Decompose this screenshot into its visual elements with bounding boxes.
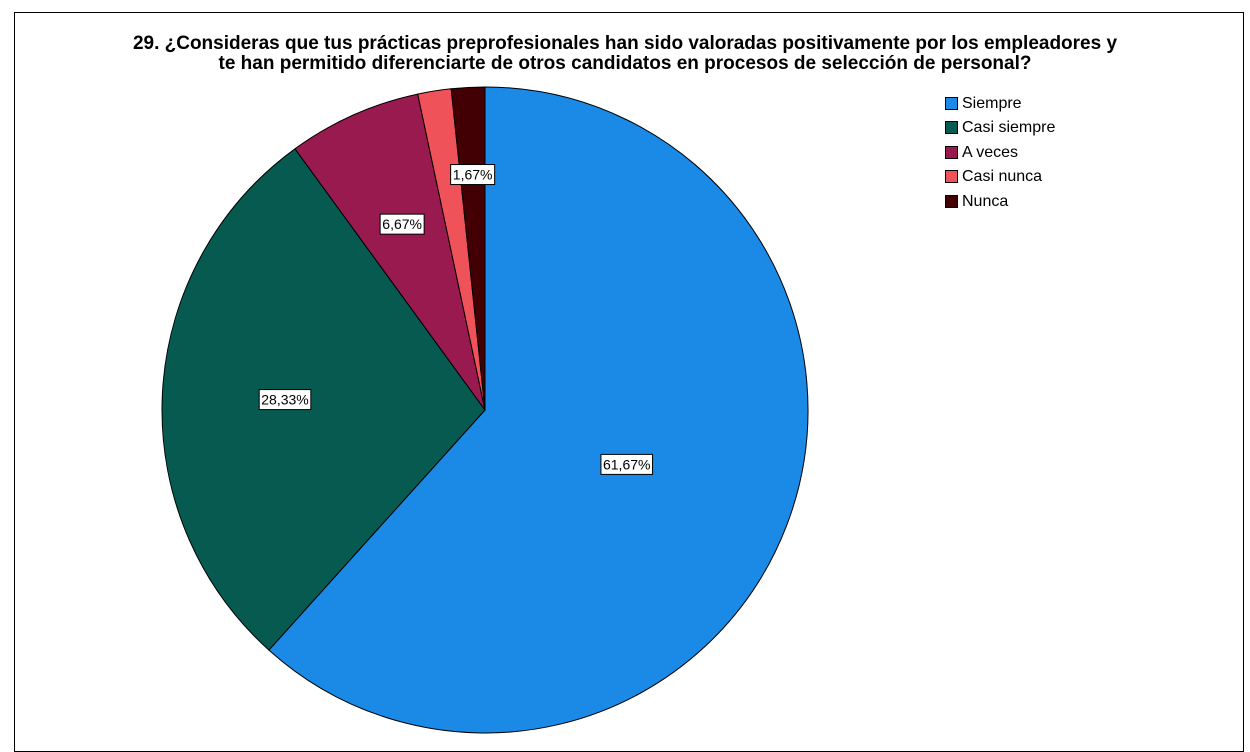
chart-title-line-2: te han permitido diferenciarte de otros … [218, 53, 1032, 74]
data-label-nunca: 1,67% [450, 164, 496, 186]
legend-swatch [945, 121, 958, 135]
legend-item-siempre: Siempre [945, 91, 1055, 116]
legend-swatch [945, 194, 958, 208]
pie-slice-siempre [268, 86, 809, 734]
data-label-casi-siempre: 28,33% [258, 389, 312, 411]
chart-title: 29. ¿Consideras que tus prácticas prepro… [0, 34, 1250, 74]
legend-swatch [945, 145, 958, 159]
legend-item-nunca: Nunca [945, 189, 1055, 214]
legend-label: Nunca [962, 192, 1009, 210]
legend-label: Siempre [962, 94, 1022, 112]
svg-text:61,67%: 61,67% [603, 456, 650, 472]
data-label-siempre: 61,67% [600, 453, 654, 475]
svg-text:6,67%: 6,67% [382, 216, 422, 232]
legend-label: Casi nunca [962, 168, 1043, 186]
data-label-a-veces: 6,67% [379, 213, 425, 235]
svg-text:28,33%: 28,33% [261, 392, 308, 408]
chart-title-line-1: 29. ¿Consideras que tus prácticas prepro… [132, 33, 1118, 54]
legend-swatch [945, 96, 958, 110]
chart-legend: Siempre Casi siempre A veces Casi nunca Nunc… [945, 91, 1055, 214]
pie-slice-a-veces [294, 93, 486, 411]
legend-label: Casi siempre [962, 119, 1056, 137]
legend-label: A veces [962, 143, 1019, 161]
legend-swatch [945, 170, 958, 184]
pie-slice-casi-siempre [161, 148, 486, 651]
legend-item-casi-siempre: Casi siempre [945, 116, 1055, 141]
svg-text:1,67%: 1,67% [453, 167, 493, 183]
legend-item-casi-nunca: Casi nunca [945, 165, 1055, 190]
pie-slices [161, 86, 809, 734]
pie-data-labels: 61,67% 28,33% 6,67% 1,67% [258, 164, 654, 475]
legend-item-a-veces: A veces [945, 140, 1055, 165]
